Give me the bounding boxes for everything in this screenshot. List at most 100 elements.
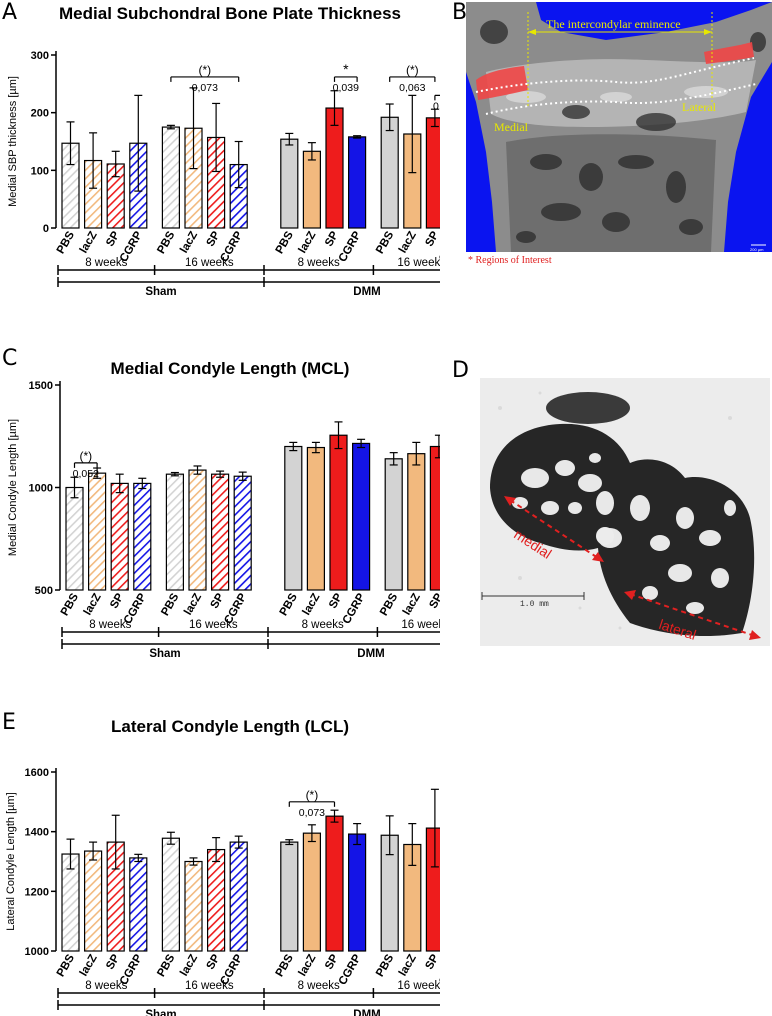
scale-label-b: 200 µm [750, 247, 764, 252]
regions-of-interest-label: * Regions of Interest [468, 255, 552, 266]
surgery-group-label: DMM [357, 648, 384, 660]
y-axis-label: Medial SBP thickness [µm] [7, 76, 19, 207]
y-tick-label: 1200 [25, 886, 49, 898]
bar-sp [425, 117, 440, 229]
time-group-label: 8 weeks [298, 980, 340, 992]
bar-sp [329, 434, 348, 591]
chart-title: Medial Condyle Length (MCL) [111, 359, 350, 378]
x-tick-label: SP [104, 229, 122, 249]
x-tick-label: lacZ [178, 230, 200, 256]
p-value-label: 0,073 [299, 807, 325, 819]
bar-cgrp [233, 475, 252, 591]
bar-sp [429, 445, 440, 591]
bar-lacz [306, 446, 325, 591]
time-group-label: 16 weeks [401, 619, 440, 631]
chart-title: Lateral Condyle Length (LCL) [111, 717, 349, 736]
p-value-label: 0,073 [192, 82, 218, 94]
bar-sp [110, 482, 129, 591]
surgery-group-label: DMM [353, 1009, 380, 1016]
x-tick-label: lacZ [297, 953, 319, 979]
surgery-group-label: Sham [145, 286, 176, 298]
p-value-label: 0,063 [399, 82, 425, 94]
y-tick-label: 1400 [25, 827, 49, 839]
bar-cgrp [229, 841, 248, 952]
x-tick-label: PBS [59, 591, 81, 618]
y-tick-label: 1600 [25, 767, 49, 779]
x-tick-label: PBS [278, 591, 300, 618]
x-tick-label: lacZ [82, 592, 104, 618]
micro-ct-image-d: 1.0 mm medial lateral [480, 378, 770, 646]
significance-mark: (*) [198, 63, 211, 77]
y-tick-label: 300 [31, 50, 49, 62]
x-tick-label: PBS [55, 229, 77, 256]
x-tick-label: SP [108, 591, 126, 611]
y-tick-label: 1500 [29, 380, 53, 392]
lateral-label-b: Lateral [682, 100, 716, 114]
time-group-label: 8 weeks [85, 257, 127, 269]
bar-cgrp [133, 482, 152, 591]
panel-label-c: C [2, 346, 18, 371]
time-group-label: 16 weeks [397, 980, 440, 992]
scale-label-d: 1.0 mm [520, 600, 549, 609]
panel-label-d: D [452, 358, 469, 383]
time-group-label: 8 weeks [89, 619, 131, 631]
x-tick-label: SP [323, 952, 341, 972]
x-tick-label: CGRP [337, 952, 364, 987]
x-tick-label: lacZ [397, 230, 419, 256]
x-tick-label: PBS [274, 229, 296, 256]
micro-ct-image-b: The intercondylar eminence Medial Latera… [466, 2, 772, 252]
x-tick-label: lacZ [297, 230, 319, 256]
y-tick-label: 1000 [29, 483, 53, 495]
chart-title: Medial Subchondral Bone Plate Thickness [59, 4, 401, 23]
significance-mark: (*) [306, 788, 319, 802]
y-axis-label: Lateral Condyle Length [µm] [5, 792, 17, 930]
bar-sp [325, 107, 344, 229]
x-tick-label: PBS [155, 952, 177, 979]
bar-pbs [65, 486, 84, 591]
x-tick-label: SP [205, 229, 223, 249]
x-tick-label: PBS [274, 952, 296, 979]
bar-cgrp [348, 136, 367, 229]
x-tick-label: CGRP [337, 229, 364, 264]
significance-mark: (*) [79, 449, 92, 463]
y-axis-label: Medial Condyle Length [µm] [7, 419, 19, 556]
x-tick-label: lacZ [78, 953, 100, 979]
x-tick-label: lacZ [178, 953, 200, 979]
surgery-group-label: DMM [353, 286, 380, 298]
p-value-label: 0,052 [73, 468, 99, 480]
x-tick-label: SP [209, 591, 227, 611]
panel-label-e: E [2, 710, 16, 735]
x-tick-label: PBS [155, 229, 177, 256]
x-tick-label: lacZ [78, 230, 100, 256]
bar-cgrp [129, 857, 148, 952]
bar-lacz [184, 860, 203, 952]
time-group-label: 8 weeks [302, 619, 344, 631]
bar-pbs [165, 473, 184, 591]
surgery-group-label: Sham [145, 1009, 176, 1016]
y-tick-label: 200 [31, 108, 49, 120]
time-group-label: 8 weeks [298, 257, 340, 269]
bar-pbs [161, 837, 180, 952]
x-tick-label: SP [427, 591, 440, 611]
x-tick-label: lacZ [401, 592, 423, 618]
x-tick-label: CGRP [341, 591, 368, 626]
time-group-label: 8 weeks [85, 980, 127, 992]
x-tick-label: lacZ [397, 953, 419, 979]
x-tick-label: SP [205, 952, 223, 972]
significance-mark: (*) [406, 63, 419, 77]
eminence-label: The intercondylar eminence [546, 17, 681, 31]
bar-sp [325, 815, 344, 952]
bar-sp [207, 848, 226, 952]
bar-pbs [280, 841, 299, 952]
x-tick-label: lacZ [182, 592, 204, 618]
time-group-label: 16 weeks [185, 257, 234, 269]
time-group-label: 16 weeks [397, 257, 440, 269]
x-tick-label: SP [423, 229, 440, 249]
bar-lacz [188, 469, 207, 591]
bar-lacz [87, 472, 107, 591]
chart-e-lateral-condyle-length: Lateral Condyle Length (LCL) Lateral Cond… [5, 717, 440, 1016]
x-tick-label: PBS [55, 952, 77, 979]
bar-pbs [384, 458, 403, 591]
bar-pbs [284, 445, 303, 591]
bar-sp [211, 473, 230, 591]
